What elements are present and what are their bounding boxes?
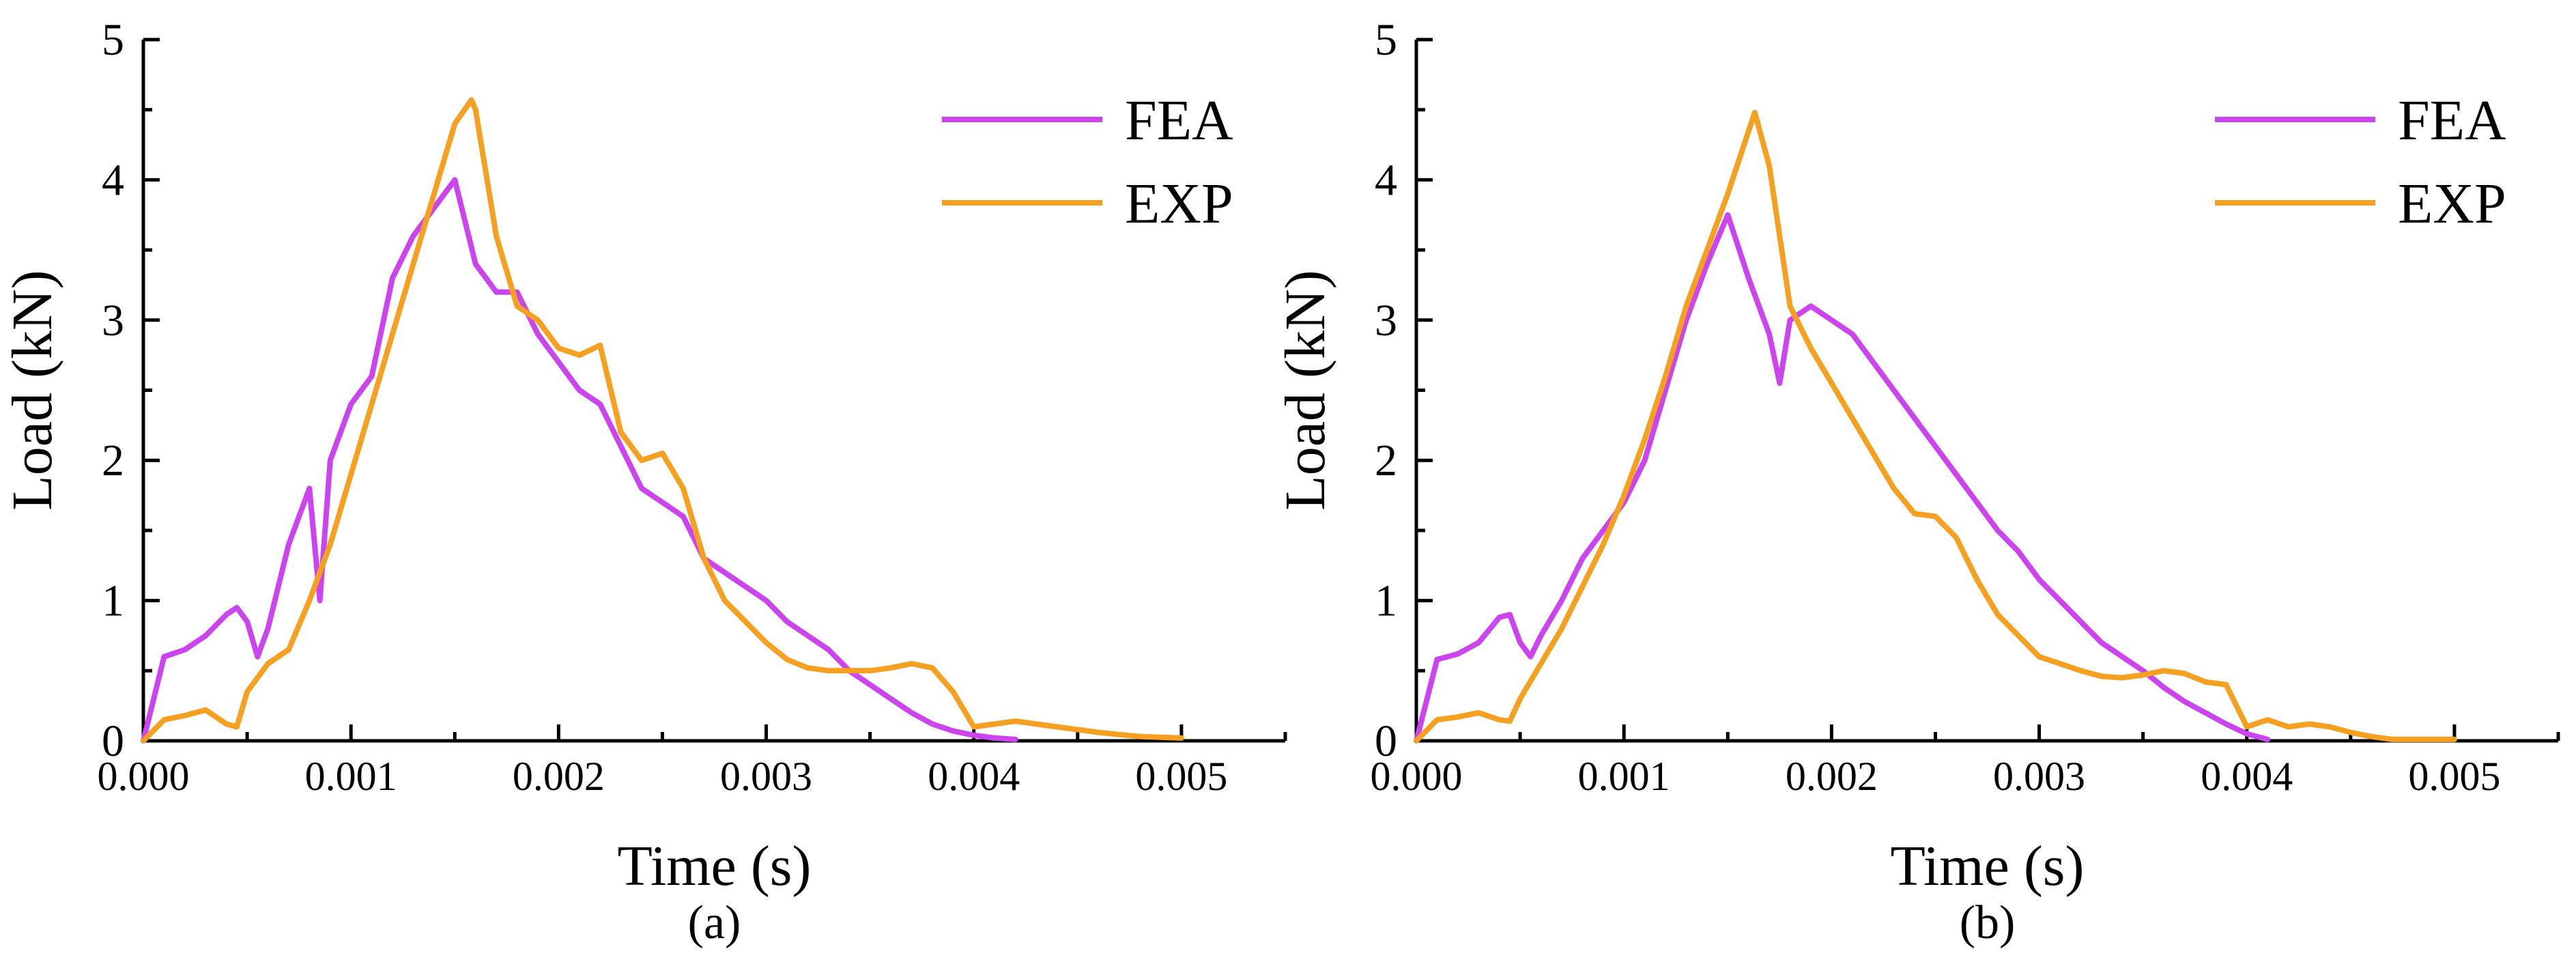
y-tick-label: 0 — [1375, 716, 1397, 766]
x-tick-label: 0.003 — [1993, 754, 2085, 799]
x-axis-title: Time (s) — [618, 834, 812, 898]
series-line-exp — [1414, 109, 2457, 744]
series-line-fea — [141, 177, 1018, 744]
y-tick-label: 3 — [1375, 296, 1397, 345]
legend-label-fea: FEA — [1125, 89, 1233, 152]
panel-label: (b) — [1960, 897, 2016, 949]
y-tick-label: 1 — [1375, 576, 1397, 626]
x-tick-label: 0.004 — [2201, 754, 2293, 799]
x-tick-label: 0.002 — [513, 754, 605, 799]
x-tick-label: 0.003 — [720, 754, 812, 799]
y-axis-title: Load (kN) — [1, 270, 64, 510]
x-tick-label: 0.001 — [1578, 754, 1670, 799]
y-tick-label: 4 — [1375, 155, 1397, 205]
series-line-fea — [1414, 212, 2271, 744]
x-tick-label: 0.005 — [2408, 754, 2500, 799]
series-line-exp — [141, 97, 1184, 744]
x-tick-label: 0.002 — [1786, 754, 1878, 799]
x-tick-label: 0.004 — [928, 754, 1020, 799]
chart-panel-b: 0.000 0.001 0.002 0.003 0.004 0.005 0 1 2 3 4 5 Time… — [1274, 15, 2560, 949]
x-axis-title: Time (s) — [1891, 834, 2085, 898]
y-tick-label: 1 — [102, 576, 124, 626]
legend-label-exp: EXP — [1125, 172, 1233, 236]
legend-label-exp: EXP — [2398, 172, 2506, 236]
x-tick-label: 0.000 — [98, 754, 190, 799]
x-tick-label: 0.005 — [1135, 754, 1227, 799]
y-tick-label: 3 — [102, 296, 124, 345]
y-tick-label: 5 — [102, 15, 124, 65]
x-tick-label: 0.001 — [305, 754, 397, 799]
x-tick-label: 0.000 — [1371, 754, 1463, 799]
y-axis-title: Load (kN) — [1274, 270, 1337, 510]
y-tick-label: 0 — [102, 716, 124, 766]
y-tick-label: 4 — [102, 155, 124, 205]
legend-label-fea: FEA — [2398, 89, 2506, 152]
y-tick-label: 2 — [102, 436, 124, 485]
chart-panel-a: 0.000 0.001 0.002 0.003 0.004 0.005 0 1 2 3 4 5 Time… — [1, 15, 1287, 949]
y-tick-label: 2 — [1375, 436, 1397, 485]
panel-label: (a) — [688, 897, 741, 949]
y-tick-label: 5 — [1375, 15, 1397, 65]
